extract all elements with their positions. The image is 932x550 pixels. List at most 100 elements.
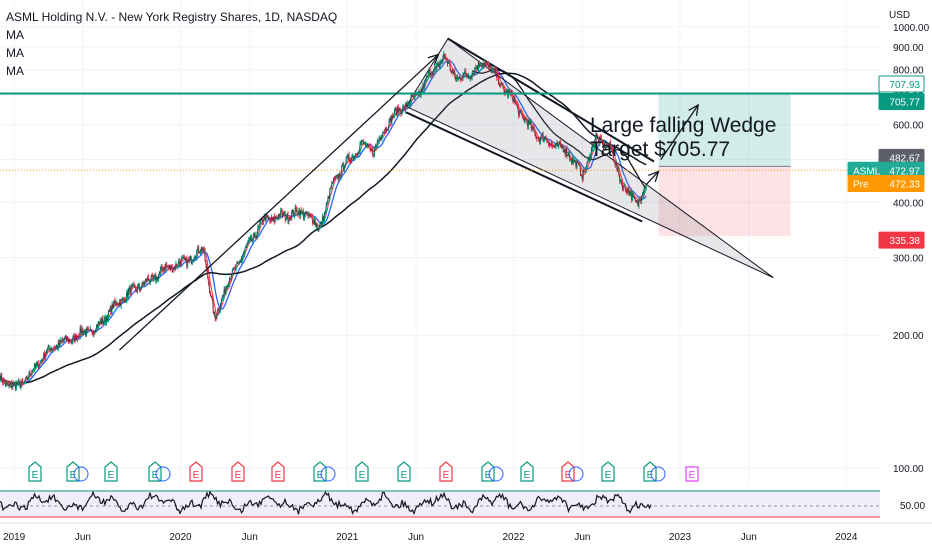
earnings-icon <box>520 461 534 482</box>
price-tag-value-line: 705.77 <box>889 98 920 109</box>
uptrend-arrow <box>118 54 439 351</box>
earnings-icon <box>355 461 369 482</box>
time-tick-label: 2019 <box>3 532 26 543</box>
price-tags: 707.93 705.77 482.67 ASML 472.97 Pre 472.33 335… <box>847 75 925 249</box>
earnings-icon <box>104 461 118 482</box>
rsi-tick-label: 50.00 <box>900 501 925 512</box>
earnings-letter: E <box>524 470 531 481</box>
price-tag-value-last: 472.97 <box>889 166 920 177</box>
time-tick-label: 2023 <box>669 532 692 543</box>
price-tag-stop <box>878 231 925 249</box>
price-tick-label: 900.00 <box>893 43 924 54</box>
earnings-letter: E <box>485 470 492 481</box>
earnings-future-letter: E <box>689 470 696 481</box>
currency-label: USD <box>889 10 910 21</box>
wedge-lower-line <box>405 111 643 223</box>
time-tick-label: Jun <box>741 532 757 543</box>
annotation-line-2: Target $705.77 <box>590 138 730 161</box>
earnings-letter: E <box>443 470 450 481</box>
time-tick-label: Jun <box>75 532 91 543</box>
earnings-letter: E <box>32 470 39 481</box>
earnings-future-icon <box>685 466 699 482</box>
rsi-pane <box>0 490 880 518</box>
earnings-letter: E <box>565 470 572 481</box>
earnings-letter: E <box>235 470 242 481</box>
price-tick-label: 600.00 <box>893 121 924 132</box>
earnings-letter: E <box>193 470 200 481</box>
target-arrow-head <box>688 103 700 116</box>
earnings-letter: E <box>647 470 654 481</box>
price-tag-value-entry: 482.67 <box>889 153 920 164</box>
price-tick-label: 1000.00 <box>893 23 930 34</box>
time-tick-label: 2020 <box>169 532 192 543</box>
annotation-line-1: Large falling Wedge <box>590 114 776 137</box>
price-tick-label: 800.00 <box>893 66 924 77</box>
earnings-letter: E <box>70 470 77 481</box>
symbol-title[interactable]: ASML Holding N.V. - New York Registry Sh… <box>6 10 338 24</box>
loss-zone <box>658 166 791 237</box>
earnings-icon <box>601 461 615 482</box>
price-line <box>0 52 647 389</box>
price-tick-label: 400.00 <box>893 198 924 209</box>
target-arrow <box>660 104 699 160</box>
time-tick-label: 2021 <box>336 532 359 543</box>
earnings-letter: E <box>275 470 282 481</box>
dividend-icon <box>320 466 336 482</box>
wedge-upper-line <box>447 37 655 163</box>
time-tick-label: 2024 <box>835 532 858 543</box>
dividend-icon <box>488 466 504 482</box>
rsi-band <box>0 491 880 517</box>
earnings-icon <box>231 461 245 482</box>
earnings-letter: E <box>401 470 408 481</box>
earnings-icon <box>148 461 162 482</box>
time-tick-label: 2022 <box>502 532 525 543</box>
indicator-ma-2[interactable]: MA <box>6 46 24 60</box>
price-tag-pre <box>847 175 925 193</box>
arrow-drawings[interactable] <box>118 53 700 351</box>
horizontal-line-target[interactable] <box>0 92 880 171</box>
price-tag-value-pre: 472.33 <box>889 180 920 191</box>
earnings-icon <box>643 461 657 482</box>
price-tag-label-last: ASML <box>853 166 881 177</box>
price-tag-label-pre: Pre <box>853 180 869 191</box>
long-position-zones[interactable] <box>658 92 791 237</box>
price-tag-target <box>878 75 925 93</box>
price-tick-label: 200.00 <box>893 331 924 342</box>
earnings-icon <box>66 461 80 482</box>
earnings-icon <box>439 461 453 482</box>
time-tick-label: Jun <box>574 532 590 543</box>
earnings-icon <box>28 461 42 482</box>
dividend-icon <box>650 466 666 482</box>
earnings-letter: E <box>152 470 159 481</box>
dividend-icon <box>155 466 171 482</box>
time-tick-label: Jun <box>242 532 258 543</box>
time-tick-label: Jun <box>408 532 424 543</box>
chart-legend: ASML Holding N.V. - New York Registry Sh… <box>6 8 337 80</box>
dividend-icon <box>73 466 89 482</box>
indicator-ma-3[interactable]: MA <box>6 64 24 78</box>
text-annotation[interactable]: Large falling Wedge Target $705.77 <box>590 114 776 161</box>
dividend-icon <box>568 466 584 482</box>
price-tick-label: 300.00 <box>893 253 924 264</box>
earnings-icon <box>561 461 575 482</box>
earnings-icon <box>397 461 411 482</box>
breakout-arrow <box>646 171 659 185</box>
price-series <box>0 50 647 392</box>
breakout-arrow-head <box>648 170 660 183</box>
earnings-letter: E <box>317 470 324 481</box>
earnings-letter: E <box>605 470 612 481</box>
price-tag-value-target: 707.93 <box>889 80 920 91</box>
earnings-icon <box>481 461 495 482</box>
earnings-icon <box>189 461 203 482</box>
earnings-icon <box>313 461 327 482</box>
uptrend-arrow-head <box>427 53 440 66</box>
price-tag-line <box>878 93 925 111</box>
earnings-letter: E <box>108 470 115 481</box>
indicator-ma-1[interactable]: MA <box>6 28 24 42</box>
price-tick-label: 100.00 <box>893 464 924 475</box>
rsi-line <box>0 490 652 516</box>
price-tag-value-stop: 335.38 <box>889 236 920 247</box>
time-axis[interactable]: 2019 Jun 2020 Jun 2021 Jun 2022 Jun 2023 Jun 2024 <box>0 522 932 543</box>
